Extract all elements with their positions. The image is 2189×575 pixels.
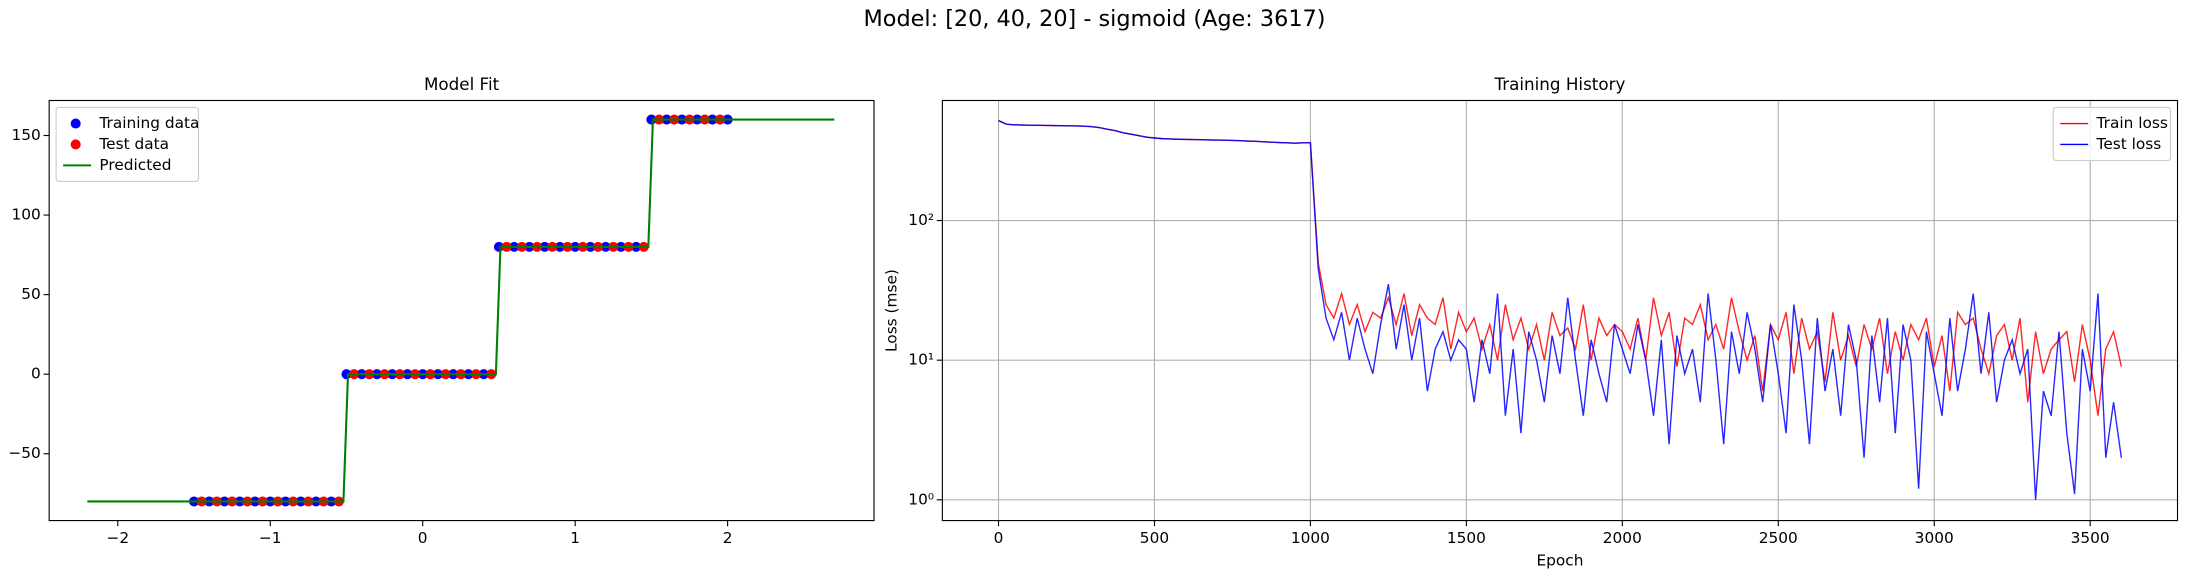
y-tick-label: 150 (12, 126, 41, 144)
figure-title: Model: [20, 40, 20] - sigmoid (Age: 3617… (864, 6, 1326, 32)
y-tick-label: 10² (908, 211, 934, 229)
subplot-title: Training History (1493, 74, 1625, 94)
x-tick-label: 3500 (2071, 529, 2110, 547)
y-axis-label: Loss (mse) (883, 269, 901, 352)
subplot: Training History 0 500 1000 1500 2000 2500 3000… (883, 74, 2179, 570)
axes-frame (941, 99, 2179, 522)
legend: Training data Test data Predicted (55, 106, 200, 182)
legend-label: Predicted (99, 156, 171, 174)
legend-marker (70, 118, 81, 129)
predicted-line (87, 118, 835, 503)
plot-area (87, 114, 835, 507)
x-tick-label: 3000 (1915, 529, 1954, 547)
y-tick-label: 10⁰ (908, 490, 934, 508)
x-tick-label: 1 (570, 529, 580, 547)
subplot-title: Model Fit (424, 74, 500, 94)
x-tick-label: 0 (994, 529, 1004, 547)
legend-label: Test loss (2096, 135, 2162, 153)
x-tick-label: 2 (723, 529, 733, 547)
x-tick-label: 500 (1140, 529, 1169, 547)
y-tick-label: −50 (8, 444, 40, 462)
legend-marker (70, 139, 81, 150)
legend-box (2052, 106, 2172, 162)
y-tick-label: 10¹ (908, 351, 934, 369)
plot-area (998, 119, 2123, 500)
legend-label: Training data (98, 114, 199, 132)
loss-line (998, 119, 2123, 500)
x-axis-label: Epoch (1536, 552, 1583, 570)
legend-label: Train loss (2096, 114, 2168, 132)
x-tick-label: 2500 (1759, 529, 1798, 547)
x-tick-label: 1500 (1447, 529, 1486, 547)
x-tick-label: 1000 (1291, 529, 1330, 547)
data-point (493, 241, 504, 252)
axes-frame (48, 99, 875, 522)
x-tick-label: 2000 (1603, 529, 1642, 547)
x-tick-label: −2 (106, 529, 129, 547)
legend-box (55, 106, 200, 182)
data-point (341, 369, 352, 380)
subplot: Model Fit −2 −1 0 1 2 −50 0 50 100 150 Training dat… (8, 74, 875, 547)
data-point (646, 114, 657, 125)
legend: Train loss Test loss (2052, 106, 2172, 162)
x-tick-label: 0 (418, 529, 428, 547)
y-tick-label: 0 (31, 365, 41, 383)
x-tick-label: −1 (259, 529, 282, 547)
y-tick-label: 100 (12, 206, 41, 224)
legend-label: Test data (98, 135, 169, 153)
y-tick-label: 50 (21, 285, 41, 303)
